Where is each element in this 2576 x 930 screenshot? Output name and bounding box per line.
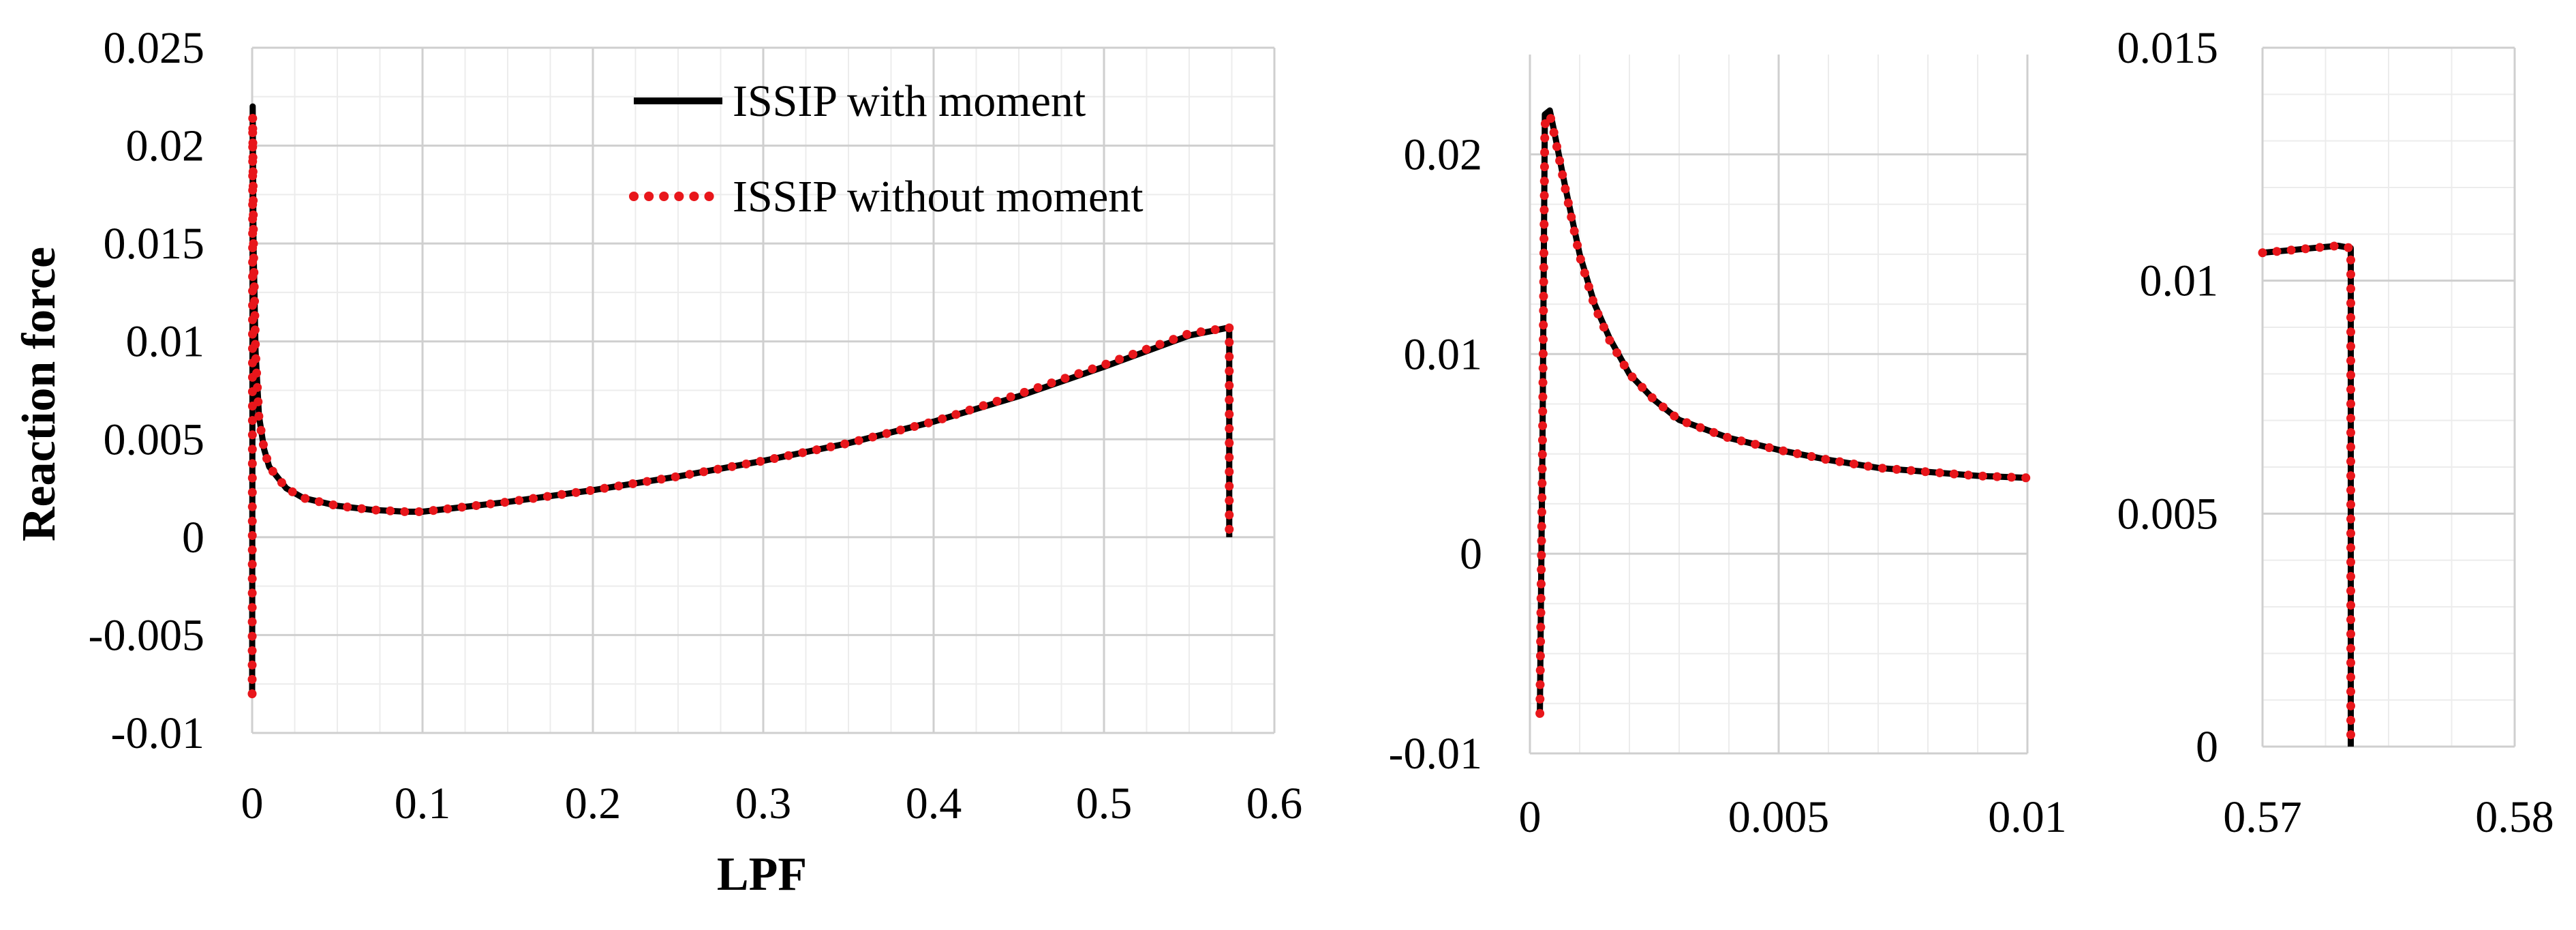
legend: ISSIP with moment ISSIP without moment (629, 76, 1144, 222)
series-line-with-moment (2262, 242, 2354, 747)
zoom-start-chart: -0.01 0 0.01 0.02 0 0.005 0.01 (1389, 55, 2067, 842)
legend-label-without-moment: ISSIP without moment (733, 172, 1144, 222)
x-tick-label: 0 (241, 779, 264, 828)
y-tick-label: 0.01 (2140, 256, 2219, 306)
x-tick-label: 0.6 (1246, 779, 1303, 828)
x-tick-label: 0.1 (395, 779, 451, 828)
y-axis-title: Reaction force (13, 247, 65, 541)
y-tick-label: 0.01 (1404, 329, 1483, 379)
y-tick-label: 0.015 (104, 219, 205, 269)
legend-label-with-moment: ISSIP with moment (733, 76, 1086, 126)
x-tick-label: 0.2 (565, 779, 622, 828)
y-tick-label: 0.02 (1404, 130, 1483, 179)
series-line-without-moment (1535, 101, 2032, 718)
y-tick-label: 0.015 (2117, 23, 2219, 73)
zoom-end-chart: 0 0.005 0.01 0.015 0.57 0.58 (2117, 23, 2554, 842)
y-tick-label: 0.005 (2117, 489, 2219, 539)
x-tick-label: 0.57 (2223, 792, 2302, 842)
x-tick-label: 0.4 (906, 779, 962, 828)
x-tick-label: 0.58 (2475, 792, 2554, 842)
series-line-without-moment (2258, 241, 2355, 751)
y-tick-label: -0.01 (1389, 729, 1482, 779)
y-tick-label: 0 (2196, 722, 2218, 772)
series-line-without-moment (247, 116, 1234, 699)
x-tick-label: 0.005 (1728, 792, 1830, 842)
x-tick-label: 0.01 (1988, 792, 2067, 842)
y-tick-label: 0 (182, 513, 204, 562)
y-tick-label: 0 (1460, 529, 1482, 579)
x-tick-label: 0.3 (735, 779, 792, 828)
x-tick-label: 0 (1519, 792, 1542, 842)
x-axis-title: LPF (717, 848, 807, 901)
y-tick-label: 0.02 (126, 121, 205, 171)
y-tick-label: 0.025 (104, 23, 205, 73)
y-tick-label: -0.01 (111, 708, 204, 758)
main-chart: -0.01 -0.005 0 0.005 0.01 0.015 0.02 0.025 0 0.1 0… (89, 23, 1303, 828)
y-tick-label: 0.005 (104, 415, 205, 464)
x-tick-label: 0.5 (1076, 779, 1133, 828)
y-tick-label: -0.005 (89, 610, 204, 660)
y-tick-label: 0.01 (126, 317, 205, 367)
series-line-with-moment (1537, 107, 2028, 714)
